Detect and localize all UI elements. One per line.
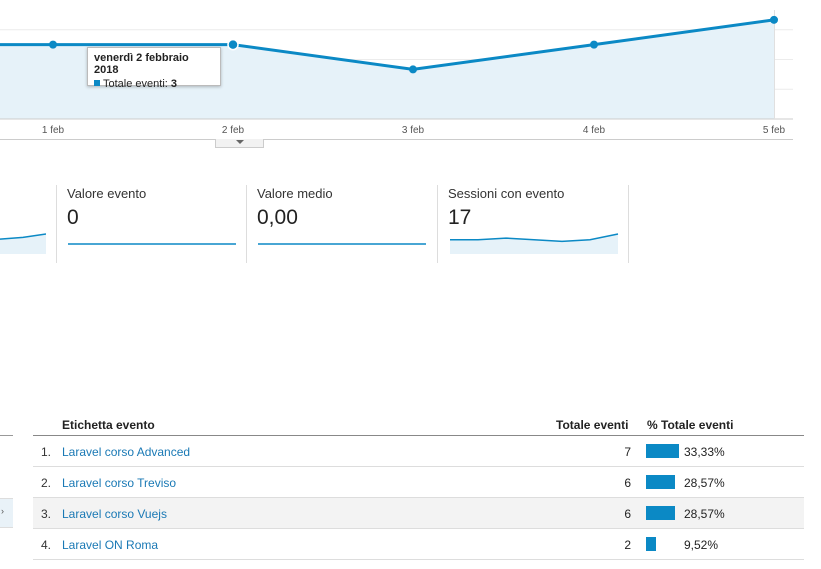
row-pct: 28,57% — [684, 507, 725, 521]
row-label-link[interactable]: Laravel corso Treviso — [62, 476, 177, 490]
sparkline-line — [0, 233, 46, 240]
column-header-pct[interactable]: % Totale eventi — [647, 418, 734, 432]
sparkline-line — [450, 233, 619, 243]
row-total: 6 — [624, 507, 631, 521]
chart-tooltip: venerdì 2 febbraio 2018 Totale eventi: 3 — [87, 47, 221, 90]
series-line — [0, 18, 775, 71]
row-total: 2 — [624, 538, 631, 552]
row-pct-bar — [646, 444, 679, 458]
metric-sparkline — [450, 233, 619, 254]
events-line-chart: 1 feb 2 feb 3 feb 4 feb 5 feb — [0, 10, 793, 136]
table-row: 1. Laravel corso Advanced 7 33,33% — [33, 436, 804, 467]
chevron-down-icon — [236, 140, 244, 144]
column-header-label[interactable]: Etichetta evento — [62, 418, 155, 432]
x-tick-label: 5 feb — [763, 125, 786, 136]
column-header-total[interactable]: Totale eventi — [556, 418, 629, 432]
x-tick-label: 1 feb — [42, 125, 65, 136]
left-panel-header-line — [0, 435, 13, 436]
table-row: 2. Laravel corso Treviso 6 28,57% — [33, 467, 804, 498]
row-pct-bar — [646, 537, 656, 551]
row-total: 6 — [624, 476, 631, 490]
metric-sessioni-con-evento[interactable]: Sessioni con evento 17 — [448, 186, 564, 230]
metric-valore-medio[interactable]: Valore medio 0,00 — [257, 186, 333, 230]
row-pct: 33,33% — [684, 445, 725, 459]
metric-value: 0 — [67, 206, 79, 229]
sparkline-area — [450, 234, 618, 254]
metric-sparkline — [258, 243, 426, 245]
data-point[interactable] — [227, 38, 239, 51]
partial-sparkline — [0, 233, 46, 254]
x-tick-label: 3 feb — [402, 125, 425, 136]
left-panel-glyph: › — [1, 506, 4, 516]
tooltip-metric-label: Totale eventi: — [103, 78, 168, 90]
tooltip-metric-row: Totale eventi: 3 — [94, 78, 214, 90]
row-pct: 9,52% — [684, 538, 719, 552]
table-row: 4. Laravel ON Roma 2 9,52% — [33, 529, 804, 560]
table-row: 3. Laravel corso Vuejs 6 28,57% — [33, 498, 804, 529]
data-point[interactable] — [409, 65, 417, 74]
row-index: 4. — [41, 538, 52, 552]
metric-sparkline — [68, 243, 236, 245]
metric-label: Valore medio — [257, 186, 333, 201]
metric-label: Sessioni con evento — [448, 186, 565, 201]
row-pct-bar — [646, 506, 675, 520]
row-label-link[interactable]: Laravel ON Roma — [62, 538, 159, 552]
table-header-line — [33, 435, 804, 436]
series-swatch — [94, 80, 100, 86]
tooltip-metric-value: 3 — [170, 78, 178, 90]
tooltip-date: venerdì 2 febbraio 2018 — [94, 52, 189, 76]
metric-divider — [56, 185, 57, 263]
row-pct-bar — [646, 475, 675, 489]
row-index: 1. — [41, 445, 52, 459]
left-panel-row[interactable]: › — [0, 498, 13, 528]
data-point[interactable] — [770, 15, 778, 24]
row-index: 2. — [41, 476, 52, 490]
metric-label: Valore evento — [67, 186, 147, 201]
row-label-link[interactable]: Laravel corso Vuejs — [62, 507, 167, 521]
chart-expand-handle[interactable] — [215, 139, 264, 148]
chart-baseline — [0, 139, 793, 140]
metric-valore-evento[interactable]: Valore evento 0 — [67, 186, 146, 230]
x-tick-label: 2 feb — [222, 125, 245, 136]
row-total: 7 — [624, 445, 631, 459]
data-point[interactable] — [590, 40, 598, 49]
row-index: 3. — [41, 507, 52, 521]
data-point[interactable] — [49, 40, 57, 49]
row-label-link[interactable]: Laravel corso Advanced — [62, 445, 191, 459]
metric-divider — [246, 185, 247, 263]
metric-divider — [628, 185, 629, 263]
x-tick-label: 4 feb — [583, 125, 606, 136]
metric-value: 17 — [448, 206, 472, 229]
metric-value: 0,00 — [257, 206, 298, 229]
metric-divider — [437, 185, 438, 263]
row-pct: 28,57% — [684, 476, 725, 490]
